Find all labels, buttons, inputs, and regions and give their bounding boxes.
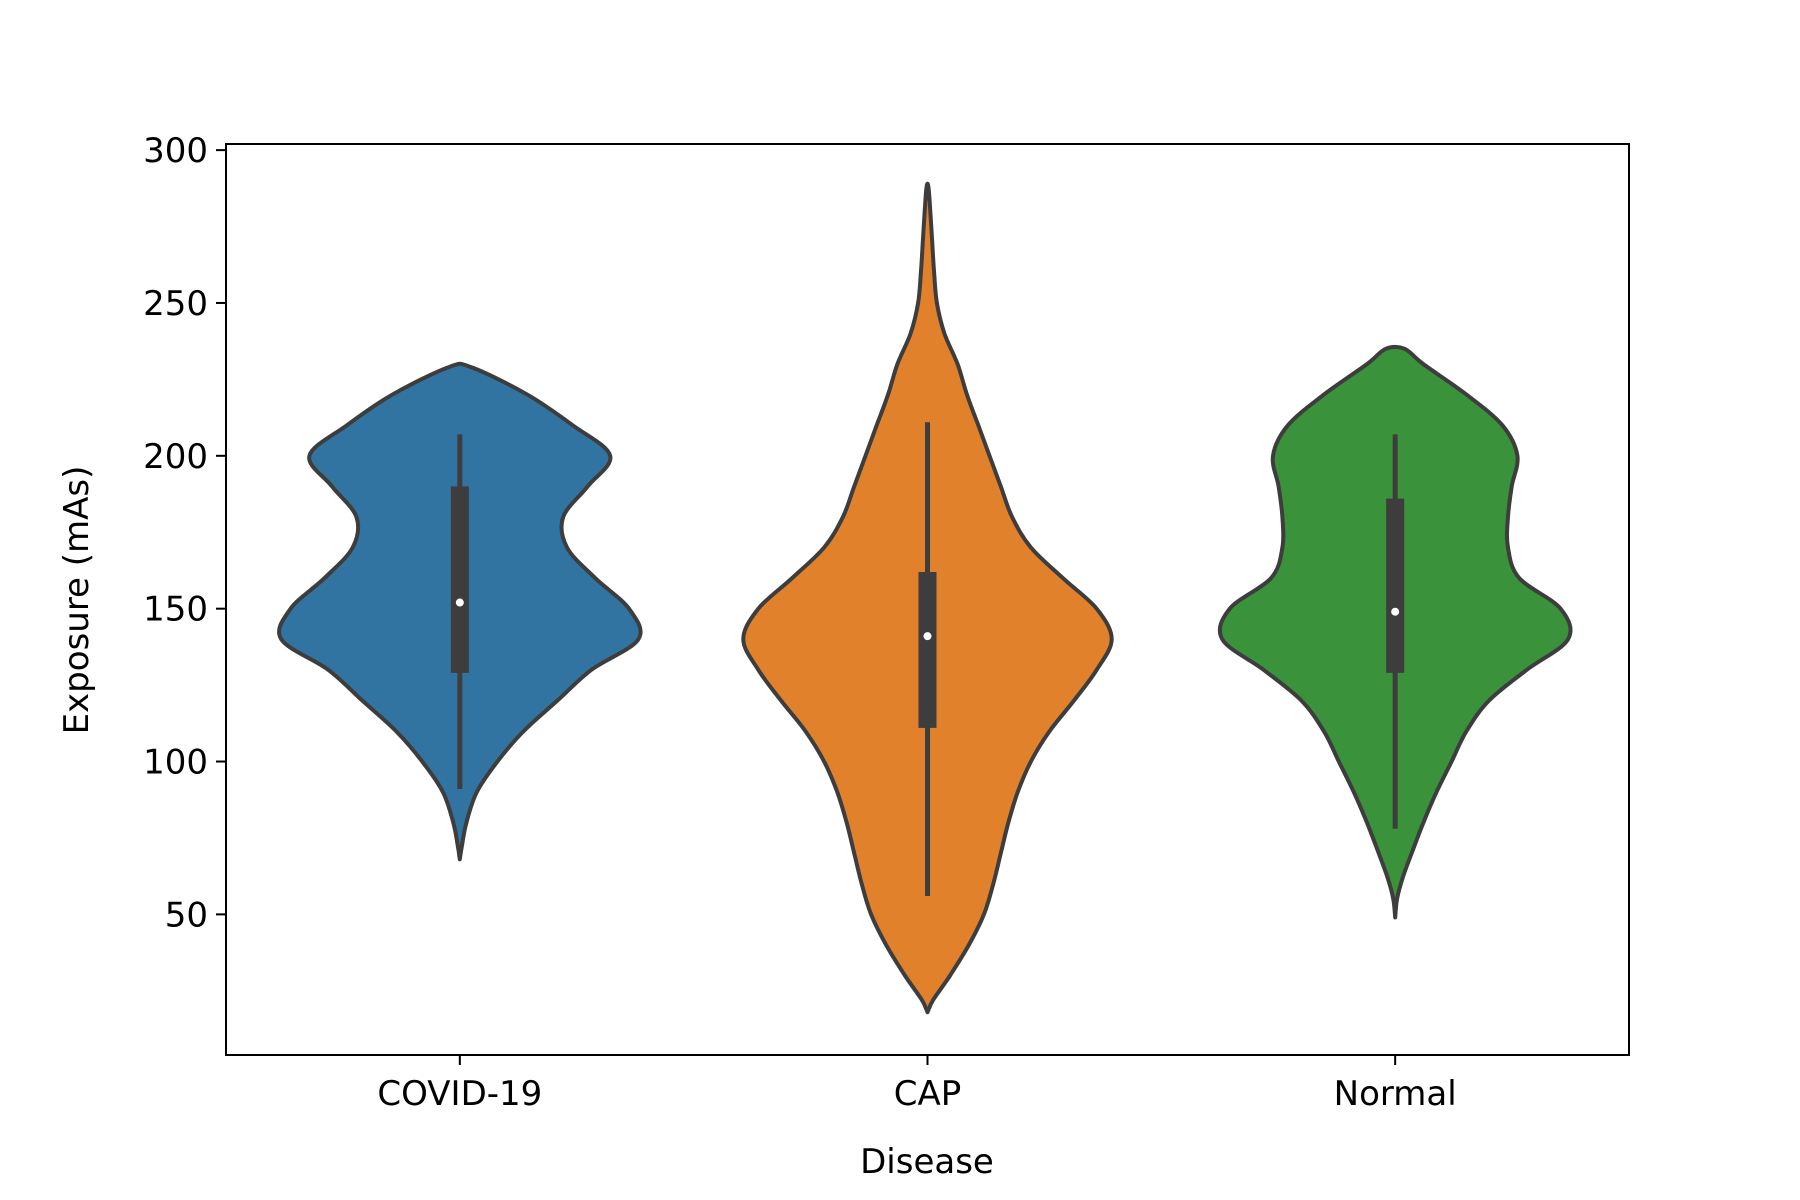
x-axis-label: Disease — [860, 1142, 994, 1182]
median-dot-cap — [923, 632, 932, 641]
y-tick-label-250: 250 — [143, 284, 208, 324]
median-dot-covid-19 — [455, 598, 464, 607]
y-axis-label: Exposure (mAs) — [57, 466, 97, 735]
y-tick-label-100: 100 — [143, 743, 208, 783]
violins-layer — [277, 181, 1573, 1015]
x-tick-label-cap: CAP — [894, 1074, 962, 1114]
y-tick-label-300: 300 — [143, 131, 208, 171]
iqr-box-normal — [1386, 498, 1405, 673]
y-tick-label-50: 50 — [165, 895, 208, 935]
y-tick-label-200: 200 — [143, 437, 208, 477]
median-dot-normal — [1391, 607, 1400, 616]
x-tick-label-normal: Normal — [1334, 1074, 1457, 1114]
x-axis: COVID-19 CAP Normal — [377, 1055, 1457, 1114]
iqr-box-cap — [918, 571, 937, 728]
plot-frame — [225, 143, 1630, 1056]
y-axis: 50 100 150 200 250 300 — [143, 131, 226, 935]
y-tick-label-150: 150 — [143, 590, 208, 630]
iqr-box-covid-19 — [450, 486, 469, 673]
x-tick-label-covid-19: COVID-19 — [377, 1074, 542, 1114]
